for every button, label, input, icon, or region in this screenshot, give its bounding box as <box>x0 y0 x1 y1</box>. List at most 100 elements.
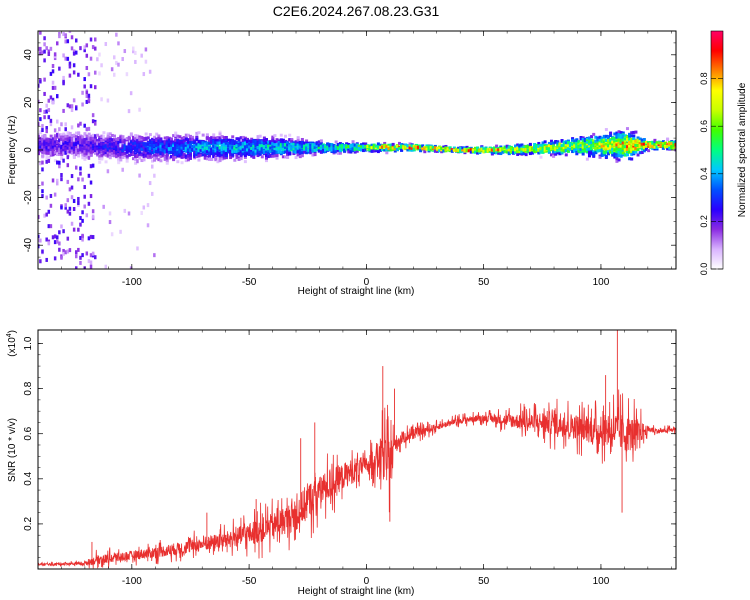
spectrogram-cell <box>138 151 142 155</box>
spectrogram-cell <box>68 150 72 154</box>
spectrogram-cell <box>587 147 591 151</box>
spectrogram-cell <box>87 97 91 102</box>
spectrogram-cell <box>58 143 62 147</box>
spectrogram-cell <box>638 151 642 155</box>
spectrogram-cell <box>243 153 247 157</box>
spectrogram-cell <box>452 146 456 150</box>
spectrogram-cell <box>353 150 357 154</box>
spectrogram-cell <box>148 145 152 149</box>
spectrogram-cell <box>53 192 57 197</box>
spectrogram-cell <box>142 143 146 147</box>
chart-title: C2E6.2024.267.08.23.G31 <box>273 3 440 19</box>
spectrogram-cell <box>444 144 448 148</box>
spectrogram-cell <box>45 138 49 142</box>
spectrogram-cell <box>351 144 355 148</box>
spectrogram-cell <box>256 140 260 144</box>
spectrogram-cell <box>142 158 146 162</box>
spectrogram-cell <box>74 266 78 269</box>
spectrogram-cell <box>60 177 63 182</box>
spectrogram-cell <box>634 130 638 134</box>
spectrogram-cell <box>85 43 89 48</box>
spectrogram-cell <box>153 147 157 151</box>
spectrogram-cell <box>501 150 505 154</box>
spectrogram-cell <box>621 151 625 155</box>
spectrogram-cell <box>87 126 91 131</box>
spectrogram-cell <box>115 149 119 153</box>
spectrogram-cell <box>70 174 74 179</box>
spectrogram-cell <box>131 49 135 54</box>
spectrogram-cell <box>210 140 214 144</box>
spectrogram-cell <box>38 152 40 156</box>
spectrogram-cell <box>300 147 304 151</box>
spectrogram-cell <box>91 251 95 256</box>
spectrogram-cell <box>245 137 249 141</box>
spectrogram-cell <box>62 79 65 84</box>
spectrogram-cell <box>222 140 226 144</box>
spectrogram-cell <box>235 147 239 151</box>
spectrogram-cell <box>157 142 161 146</box>
spectrogram-cell <box>444 149 448 153</box>
spectrogram-cell <box>520 145 524 149</box>
spectrogram-cell <box>161 152 165 156</box>
spectrogram-cell <box>592 152 596 156</box>
spectrogram-cell <box>592 153 596 157</box>
spectrogram-cell <box>613 139 617 143</box>
spectrogram-cell <box>340 144 344 148</box>
spectrogram-cell <box>307 150 311 154</box>
spectrogram-cell <box>609 144 613 148</box>
spectrogram-cell <box>64 205 67 210</box>
spectrogram-cell <box>188 134 192 138</box>
spectrogram-cell <box>547 141 551 145</box>
spectrogram-cell <box>600 143 604 147</box>
spectrogram-cell <box>224 151 228 155</box>
spectrogram-cell <box>541 146 545 150</box>
spectrogram-cell <box>252 145 256 149</box>
spectrogram-cell <box>598 149 602 153</box>
spectrogram-cell <box>129 133 133 137</box>
spectrogram-cell <box>362 142 366 146</box>
spectrogram-cell <box>243 155 247 159</box>
spectrogram-cell <box>140 153 144 157</box>
spectrogram-cell <box>321 148 325 152</box>
spectrogram-cell <box>585 137 589 141</box>
spectrogram-cell <box>372 146 376 150</box>
spectrogram-cell <box>62 75 65 80</box>
spectrogram-cell <box>492 151 496 155</box>
spectrogram-cell <box>123 49 127 54</box>
spectrogram-cell <box>575 144 579 148</box>
spectrogram-cell <box>273 150 277 154</box>
spectrogram-cell <box>625 145 629 149</box>
spectrogram-cell <box>600 153 604 157</box>
spectrogram-cell <box>642 138 646 142</box>
spectrogram-cell <box>275 150 279 154</box>
spectrogram-cell <box>55 119 59 124</box>
spectrogram-cell <box>85 127 89 132</box>
spectrogram-cell <box>298 150 302 154</box>
spectrogram-cell <box>74 50 78 55</box>
spectrogram-cell <box>45 141 49 145</box>
spectrogram-cell <box>131 150 135 154</box>
spectrogram-cell <box>604 134 608 138</box>
spectrogram-cell <box>644 140 648 144</box>
spectrogram-cell <box>51 152 55 157</box>
spectrogram-cell <box>336 151 340 155</box>
spectrogram-cell <box>134 161 138 165</box>
spectrogram-cell <box>338 151 342 155</box>
spectrogram-cell <box>609 139 613 143</box>
spectrogram-cell <box>45 212 48 217</box>
spectrogram-cell <box>233 142 237 146</box>
spectrogram-cell <box>309 148 313 152</box>
spectrogram-cell <box>131 157 135 161</box>
spectrogram-cell <box>613 142 617 146</box>
spectrogram-cell <box>153 156 157 160</box>
spectrogram-cell <box>45 46 48 51</box>
spectrogram-cell <box>218 157 222 161</box>
spectrogram-cell <box>55 152 59 156</box>
spectrogram-cell <box>87 144 91 148</box>
spectrogram-cell <box>298 140 302 144</box>
spectrogram-cell <box>252 155 256 159</box>
spectrogram-cell <box>119 146 123 150</box>
spectrogram-cell <box>85 99 89 104</box>
spectrogram-cell <box>594 135 598 139</box>
spectrogram-cell <box>338 142 342 146</box>
